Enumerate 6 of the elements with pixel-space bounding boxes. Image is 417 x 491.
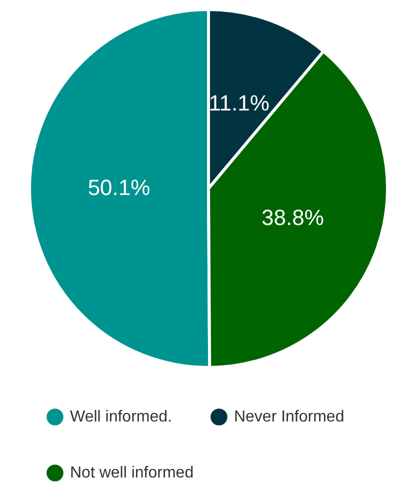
data-label: 50.1%: [88, 174, 150, 200]
data-label: 11.1%: [208, 90, 270, 116]
legend-label: Not well informed: [70, 464, 194, 482]
legend-label: Never Informed: [234, 408, 344, 426]
legend-label: Well informed.: [70, 408, 172, 426]
data-label: 38.8%: [262, 204, 324, 230]
